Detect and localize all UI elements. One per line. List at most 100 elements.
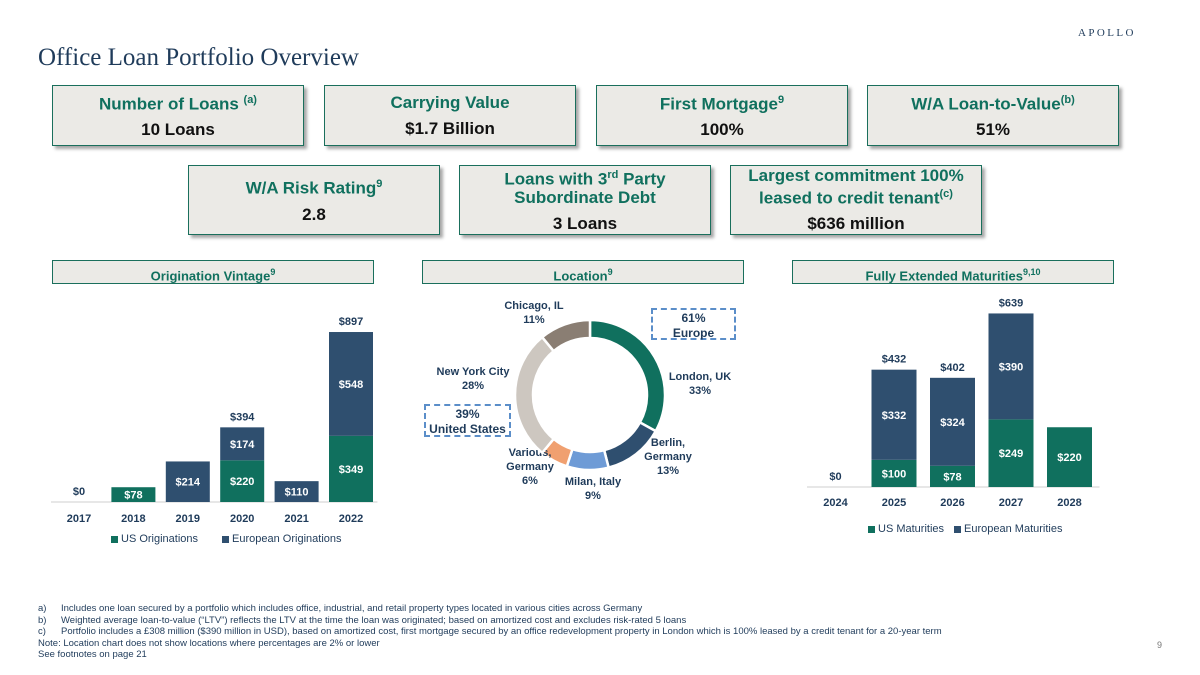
data-label-us: $349 [339, 464, 363, 476]
total-label: $402 [940, 362, 964, 374]
bar-europe [988, 313, 1034, 420]
us-annotation: 39% United States [424, 404, 511, 437]
slice-name: London, UK [669, 371, 731, 383]
kpi-risk-rating: W/A Risk Rating9 2.8 [188, 165, 440, 235]
legend-swatch-us [868, 525, 875, 533]
kpi-footnote-ref: 9 [777, 93, 785, 106]
donut-slice [540, 318, 592, 353]
data-label-europe: $390 [999, 361, 1023, 373]
kpi-carrying-value: Carrying Value $1.7 Billion [324, 85, 576, 146]
tick-label: 2019 [176, 513, 200, 525]
section-label: Fully Extended Maturities [865, 268, 1023, 284]
tick-label: 2020 [230, 513, 254, 525]
donut-slice [513, 335, 556, 455]
footnote: b) Weighted average loan-to-value (“LTV”)… [38, 615, 942, 627]
legend-swatch-europe [222, 535, 230, 543]
kpi-footnote-ref: (a) [243, 93, 257, 106]
bar-europe [930, 377, 975, 466]
tick-label: 2018 [121, 513, 145, 525]
tick-label: 2017 [67, 513, 91, 525]
kpi-subordinate-debt: Loans with 3rd Party Subordinate Debt 3 L… [459, 165, 711, 235]
annotation-region: Europe [672, 326, 715, 340]
section-footnote-ref: 9 [607, 267, 613, 277]
legend-label: US Maturities [878, 523, 945, 535]
kpi-value: 3 Loans [552, 214, 618, 234]
bar-europe [165, 461, 210, 502]
bar-us [988, 419, 1034, 487]
section-maturities: Fully Extended Maturities9,10 [792, 260, 1114, 284]
data-label-europe: $174 [230, 439, 255, 451]
bar-us [930, 465, 975, 487]
section-footnote-ref: 9 [270, 267, 276, 277]
bar-us [871, 459, 917, 487]
total-label: $0 [829, 471, 841, 483]
tick-label: 2026 [940, 497, 964, 509]
location-note: Note: Location chart does not show locat… [38, 637, 380, 649]
footnote-text: Portfolio includes a £308 million ($390 … [61, 626, 942, 637]
footnote: a) Includes one loan secured by a portfol… [38, 603, 942, 615]
total-label: $0 [73, 486, 85, 498]
kpi-label: Largest commitment 100% [748, 165, 964, 185]
see-footnotes-note: See footnotes on page 21 [38, 649, 147, 660]
slice-percent: 33% [689, 385, 711, 397]
data-label-us: $249 [999, 448, 1023, 460]
data-label-us: $78 [124, 490, 142, 502]
kpi-value: $1.7 Billion [405, 118, 495, 138]
tick-label: 2027 [999, 497, 1023, 509]
legend-swatch-us [111, 535, 118, 543]
footnote: c) Portfolio includes a £308 million ($39… [38, 626, 942, 638]
slice-name: Milan, Italy [565, 476, 622, 488]
kpi-largest-commitment: Largest commitment 100% leased to credit … [730, 165, 982, 235]
slice-name: New York City [437, 366, 511, 378]
page-title: Office Loan Portfolio Overview [38, 44, 359, 71]
kpi-label-cont: Party [618, 169, 666, 189]
kpi-label: Number of Loans [99, 94, 239, 114]
kpi-number-of-loans: Number of Loans (a) 10 Loans [52, 85, 304, 146]
section-label: Location [553, 268, 608, 284]
kpi-footnote-ref: (b) [1060, 93, 1075, 106]
page-number: 9 [1157, 640, 1163, 650]
kpi-label-line2: Subordinate Debt [514, 188, 656, 208]
kpi-label: Carrying Value [390, 92, 510, 112]
slice-percent: 9% [585, 490, 601, 502]
kpi-label-line2: leased to credit tenant [759, 188, 940, 208]
total-label: $394 [230, 411, 255, 423]
total-label: $639 [999, 297, 1023, 309]
legend-label: European Maturities [964, 523, 1063, 535]
kpi-label: W/A Loan-to-Value [911, 94, 1061, 114]
section-footnote-ref: 9,10 [1022, 267, 1041, 277]
data-label-europe: $548 [339, 379, 363, 391]
kpi-label: W/A Risk Rating [245, 178, 377, 198]
donut-slice [565, 447, 611, 472]
footnote-text: Includes one loan secured by a portfolio… [61, 603, 643, 614]
legend-swatch-europe [954, 525, 962, 533]
footnotes: a) Includes one loan secured by a portfol… [38, 603, 942, 661]
slice-name: Chicago, IL [504, 300, 564, 312]
data-label-europe: $332 [882, 410, 906, 422]
tick-label: 2022 [339, 513, 363, 525]
annotation-percent: 61% [681, 311, 706, 325]
slice-percent: 28% [462, 380, 484, 392]
tick-label: 2025 [882, 497, 906, 509]
slice-percent: 13% [657, 465, 679, 477]
data-label-europe: $110 [285, 487, 309, 499]
slice-name: Berlin, [651, 437, 685, 449]
kpi-footnote-ref: 9 [376, 178, 383, 191]
kpi-value: 10 Loans [141, 120, 215, 140]
apollo-logo: APOLLO [1078, 27, 1136, 39]
slice-percent: 6% [522, 475, 538, 487]
footnote-key: b) [38, 614, 47, 626]
annotation-percent: 39% [455, 407, 480, 421]
section-location: Location9 [422, 260, 744, 284]
total-label: $897 [339, 316, 363, 328]
tick-label: 2028 [1057, 497, 1081, 509]
kpi-value: 51% [975, 120, 1011, 140]
kpi-value: 100% [700, 120, 744, 140]
bar-us [111, 487, 156, 502]
tick-label: 2024 [823, 497, 848, 509]
maturities-legend: US Maturities European Maturities [868, 523, 1062, 535]
legend-label: European Originations [232, 533, 342, 545]
slice-name: Germany [644, 451, 693, 463]
kpi-first-mortgage: First Mortgage9 100% [596, 85, 848, 146]
tick-label: 2021 [284, 513, 308, 525]
